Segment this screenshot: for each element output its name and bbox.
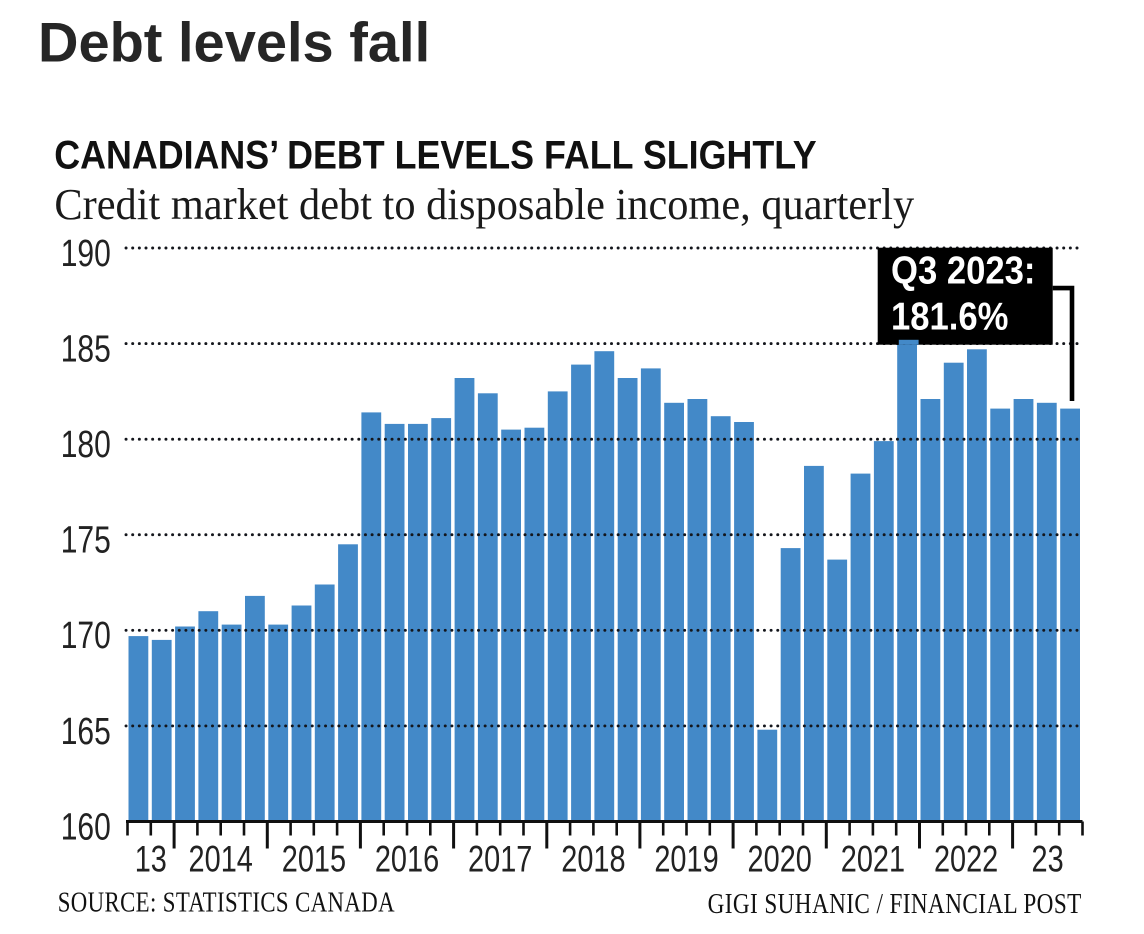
svg-text:2014: 2014 [189, 839, 253, 880]
svg-text:181.6%: 181.6% [891, 295, 1008, 338]
svg-text:Debt levels fall: Debt levels fall [38, 10, 430, 73]
svg-text:170: 170 [61, 615, 111, 657]
svg-text:Q3 2023:: Q3 2023: [891, 249, 1035, 292]
svg-text:175: 175 [61, 519, 111, 561]
svg-text:2020: 2020 [748, 839, 812, 880]
svg-text:190: 190 [61, 233, 111, 275]
svg-text:2017: 2017 [468, 839, 532, 880]
svg-text:SOURCE: STATISTICS CANADA: SOURCE: STATISTICS CANADA [58, 886, 395, 918]
svg-text:Credit market debt to disposab: Credit market debt to disposable income,… [54, 180, 914, 229]
svg-text:165: 165 [61, 711, 111, 753]
svg-text:GIGI SUHANIC / FINANCIAL POST: GIGI SUHANIC / FINANCIAL POST [708, 887, 1082, 919]
svg-text:2021: 2021 [841, 839, 905, 880]
svg-text:160: 160 [61, 806, 111, 848]
svg-text:2022: 2022 [934, 839, 998, 880]
svg-text:185: 185 [61, 328, 111, 370]
svg-text:23: 23 [1032, 839, 1064, 880]
svg-text:180: 180 [61, 424, 111, 466]
svg-text:2018: 2018 [561, 839, 625, 880]
svg-text:2015: 2015 [282, 839, 346, 880]
svg-text:CANADIANS’ DEBT LEVELS FALL SL: CANADIANS’ DEBT LEVELS FALL SLIGHTLY [54, 134, 817, 178]
svg-text:2019: 2019 [654, 839, 718, 880]
svg-text:13: 13 [135, 839, 167, 880]
svg-text:2016: 2016 [375, 839, 439, 880]
